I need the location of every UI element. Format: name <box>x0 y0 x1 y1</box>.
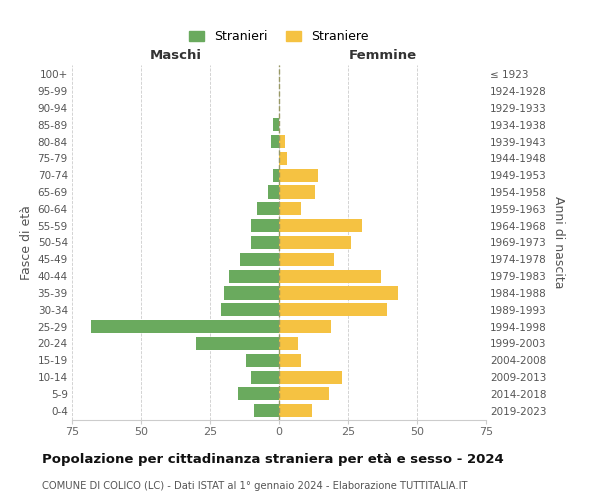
Bar <box>238 388 279 400</box>
Legend: Stranieri, Straniere: Stranieri, Straniere <box>184 25 374 48</box>
Bar <box>251 370 279 384</box>
Bar <box>241 253 279 266</box>
Text: Femmine: Femmine <box>349 50 416 62</box>
Bar <box>279 236 351 249</box>
Bar <box>91 320 279 333</box>
Bar <box>271 135 279 148</box>
Bar <box>279 404 312 417</box>
Bar <box>251 236 279 249</box>
Text: Popolazione per cittadinanza straniera per età e sesso - 2024: Popolazione per cittadinanza straniera p… <box>42 452 504 466</box>
Bar <box>279 186 315 198</box>
Bar <box>254 404 279 417</box>
Bar <box>221 303 279 316</box>
Bar <box>279 286 398 300</box>
Bar <box>279 354 301 367</box>
Bar <box>279 303 386 316</box>
Bar <box>279 219 362 232</box>
Y-axis label: Fasce di età: Fasce di età <box>20 205 34 280</box>
Text: Maschi: Maschi <box>149 50 202 62</box>
Bar <box>279 320 331 333</box>
Text: COMUNE DI COLICO (LC) - Dati ISTAT al 1° gennaio 2024 - Elaborazione TUTTITALIA.: COMUNE DI COLICO (LC) - Dati ISTAT al 1°… <box>42 481 467 491</box>
Bar <box>279 253 334 266</box>
Bar <box>279 388 329 400</box>
Bar <box>279 202 301 215</box>
Bar <box>251 219 279 232</box>
Bar <box>268 186 279 198</box>
Bar <box>279 135 284 148</box>
Bar <box>229 270 279 282</box>
Bar <box>279 370 343 384</box>
Bar <box>224 286 279 300</box>
Bar <box>246 354 279 367</box>
Bar <box>279 337 298 350</box>
Y-axis label: Anni di nascita: Anni di nascita <box>553 196 565 289</box>
Bar <box>196 337 279 350</box>
Bar <box>279 152 287 165</box>
Bar <box>279 270 381 282</box>
Bar <box>257 202 279 215</box>
Bar <box>274 118 279 132</box>
Bar <box>274 168 279 182</box>
Bar <box>279 168 317 182</box>
